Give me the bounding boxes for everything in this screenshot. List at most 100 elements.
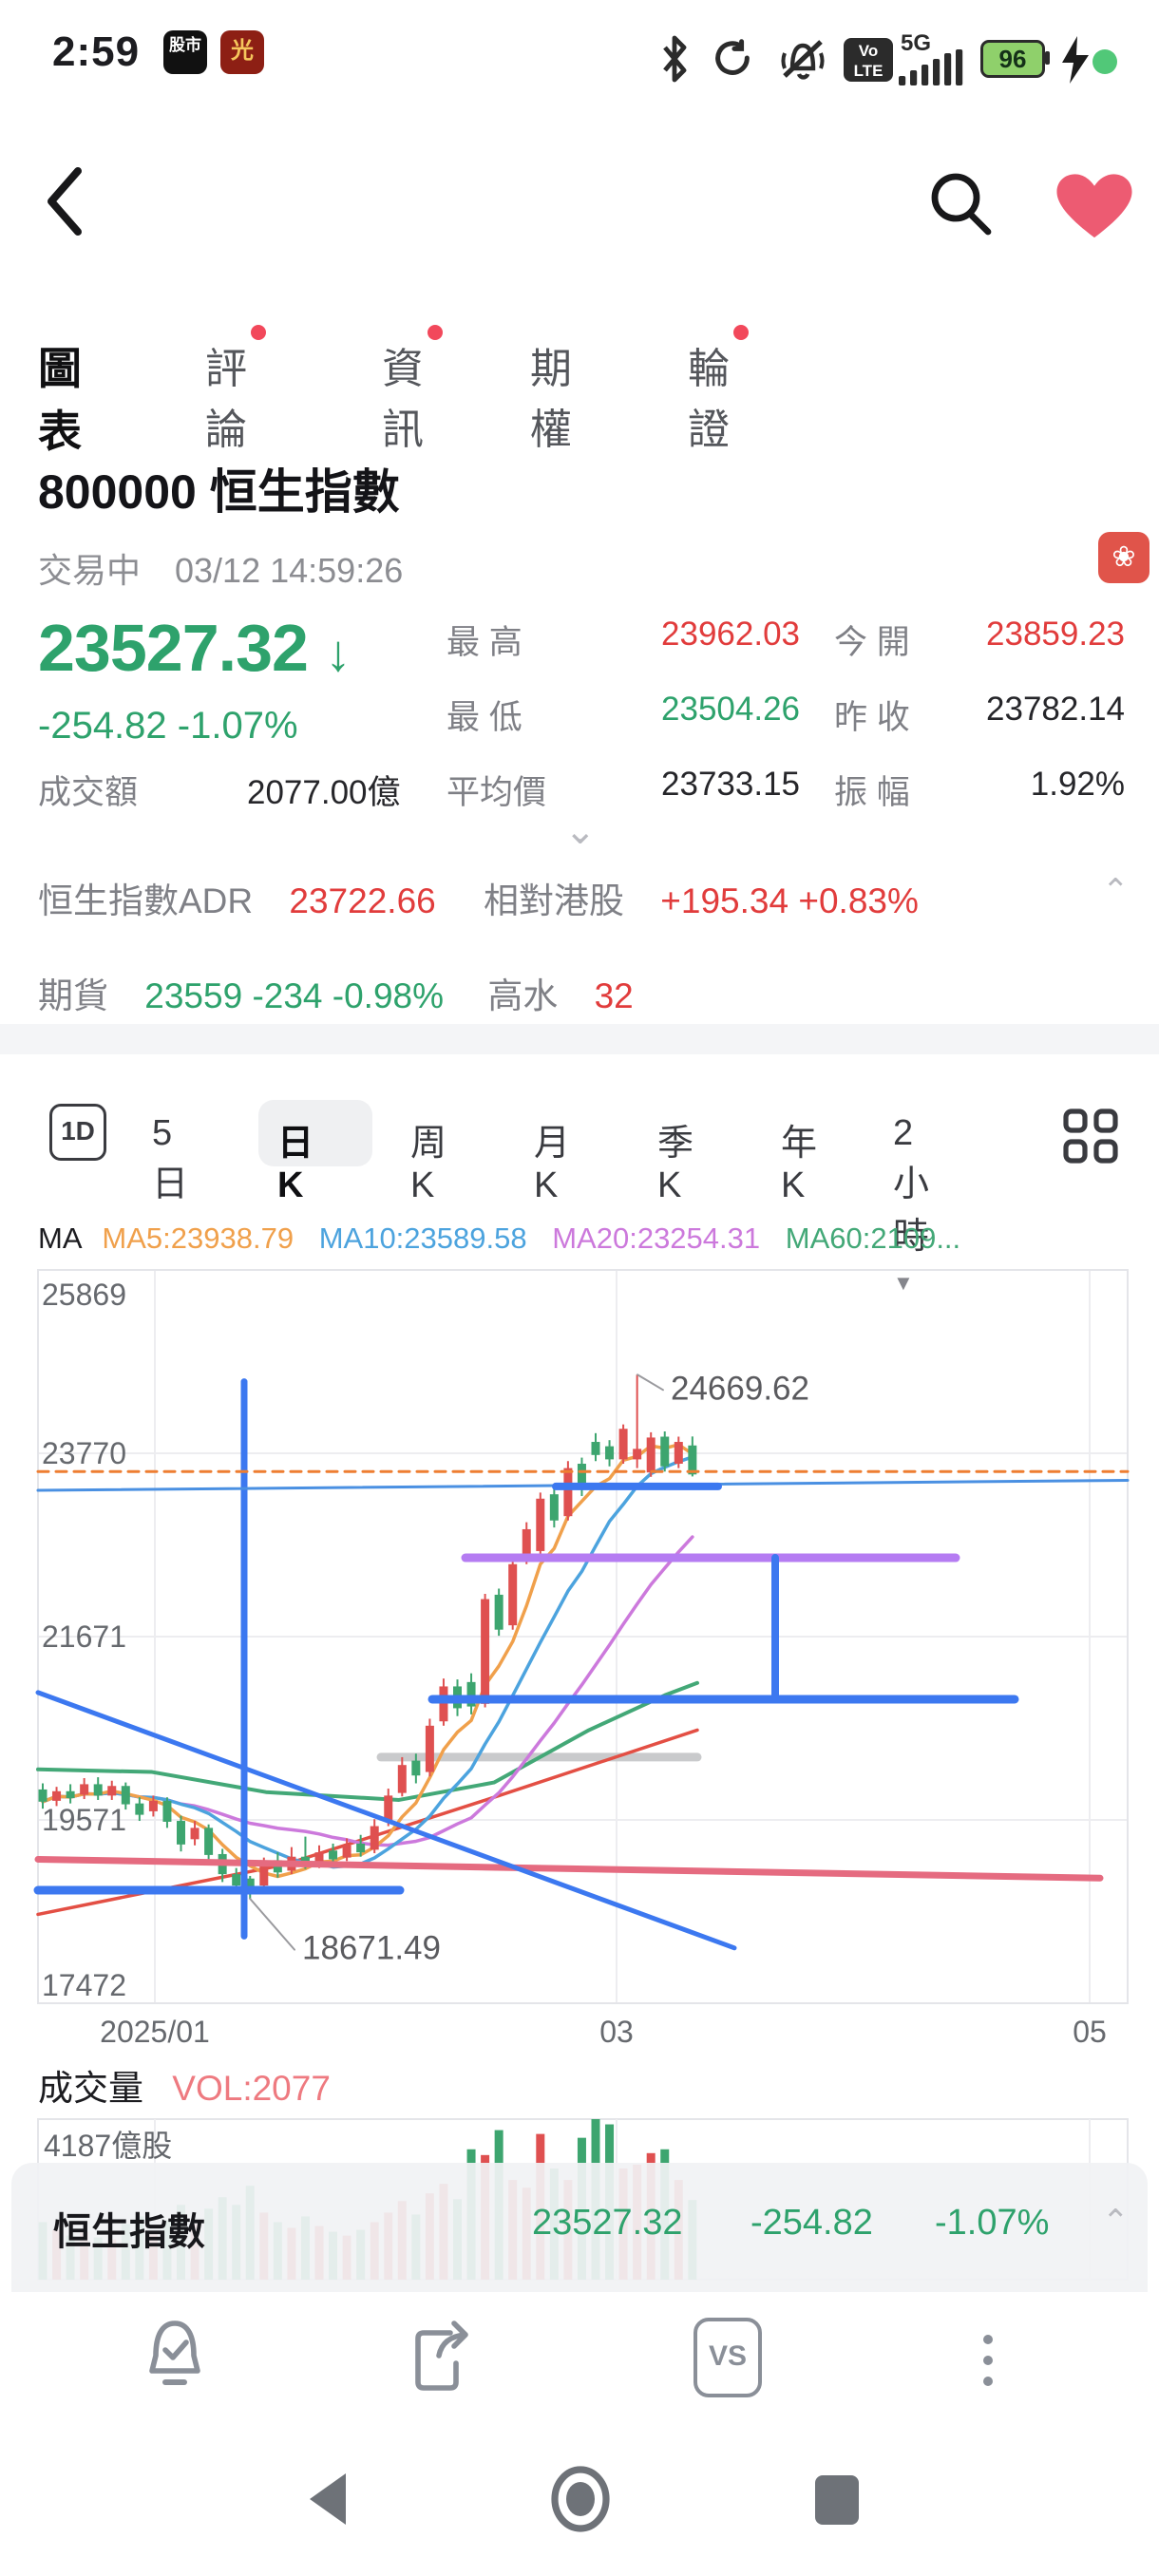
prev-close-label: 昨 收 [834, 699, 910, 736]
price-down-arrow: ↓ [325, 625, 351, 682]
sheet-change: -254.82 [750, 2203, 873, 2243]
bluetooth-icon [663, 35, 687, 83]
tab-comments[interactable]: 評論 [205, 325, 266, 456]
volume-title-row: 成交量 VOL:2077 [38, 2059, 331, 2111]
volte-icon: Vo LTE [844, 38, 893, 82]
notification-dot [251, 325, 266, 340]
price-change: -254.82 -1.07% [38, 705, 298, 747]
period-quarterly-k[interactable]: 季K [657, 1124, 694, 1205]
high-value: 23962.03 [661, 616, 800, 653]
ma-prefix: MA [38, 1222, 81, 1255]
premium-label: 高水 [487, 976, 559, 1015]
securities-app-icon: 光 [220, 30, 264, 74]
signal-bars-icon [899, 49, 963, 85]
turnover-label: 成交額 [38, 774, 139, 811]
svg-text:05: 05 [1073, 2015, 1107, 2049]
tab-options[interactable]: 期權 [530, 346, 572, 453]
svg-text:2025/01: 2025/01 [100, 2015, 210, 2049]
period-daily-k[interactable]: 日K [277, 1124, 314, 1205]
svg-text:03: 03 [599, 2015, 634, 2049]
volume-value-label: VOL:2077 [172, 2069, 331, 2108]
ma10-label: MA10:23589.58 [318, 1222, 527, 1255]
futures-row[interactable]: 期貨 23559 -234 -0.98% 高水 32 [38, 967, 634, 1018]
stock-app-icon: 股市 [163, 30, 207, 74]
expand-quote-chevron[interactable]: ⌄ [564, 810, 597, 852]
avg-value: 23733.15 [661, 766, 800, 803]
search-icon[interactable] [925, 167, 998, 239]
low-label: 最 低 [446, 699, 522, 736]
trading-status: 交易中 03/12 14:59:26 [38, 551, 404, 590]
adr-rel-value: +195.34 +0.83% [660, 881, 919, 920]
favorite-heart-icon[interactable] [1054, 171, 1134, 243]
nav-recents-icon[interactable] [809, 2472, 864, 2529]
ma-legend: MA MA5:23938.79 MA10:23589.58 MA20:23254… [38, 1222, 960, 1256]
period-5d[interactable]: 5日 [152, 1113, 189, 1204]
candlestick-chart[interactable]: 25869 23770 21671 19571 17472 2025/01 03 05 2466… [0, 1263, 1159, 2052]
status-dot-icon [1092, 49, 1117, 74]
sheet-index-name: 恒生指數 [53, 2211, 205, 2253]
open-value: 23859.23 [986, 616, 1125, 653]
sheet-price: 23527.32 [532, 2203, 683, 2243]
svg-text:17472: 17472 [42, 1968, 126, 2002]
tab-chart[interactable]: 圖表 [38, 344, 82, 456]
avg-label: 平均價 [446, 774, 547, 811]
section-divider [0, 1024, 1159, 1054]
notification-dot [733, 325, 749, 340]
adr-rel-label: 相對港股 [484, 881, 625, 920]
svg-text:21671: 21671 [42, 1619, 126, 1654]
svg-text:18671.49: 18671.49 [302, 1930, 441, 1967]
adr-row[interactable]: 恒生指數ADR 23722.66 相對港股 +195.34 +0.83% [38, 872, 919, 923]
mute-bell-icon [781, 40, 825, 80]
period-yearly-k[interactable]: 年K [781, 1124, 818, 1205]
amplitude-value: 1.92% [1030, 766, 1125, 803]
tab-warrants[interactable]: 輪證 [688, 325, 749, 456]
hk-market-badge: ❀ [1098, 532, 1150, 583]
period-monthly-k[interactable]: 月K [534, 1124, 571, 1205]
period-1d[interactable]: 1D [49, 1104, 106, 1161]
sync-icon [715, 39, 750, 75]
svg-text:24669.62: 24669.62 [671, 1370, 809, 1407]
svg-text:4187億股: 4187億股 [44, 2129, 172, 2163]
turnover-value: 2077.00億 [247, 774, 401, 811]
svg-text:19571: 19571 [42, 1803, 126, 1837]
back-icon[interactable] [36, 163, 89, 239]
alert-bell-check-icon[interactable] [141, 2318, 209, 2397]
nav-back-icon[interactable] [300, 2470, 359, 2529]
svg-text:23770: 23770 [42, 1436, 126, 1470]
quote-timestamp: 03/12 14:59:26 [175, 551, 404, 590]
premium-value: 32 [594, 976, 634, 1015]
indicator-grid-icon[interactable] [1062, 1108, 1119, 1165]
ma5-label: MA5:23938.79 [102, 1222, 294, 1255]
svg-text:25869: 25869 [42, 1278, 126, 1312]
compare-vs-icon[interactable]: VS [694, 2318, 762, 2397]
charging-bolt-icon [1062, 36, 1089, 84]
tab-news[interactable]: 資訊 [382, 325, 443, 456]
status-time: 2:59 [52, 28, 141, 75]
battery-icon: 96 [980, 40, 1050, 78]
open-label: 今 開 [834, 624, 910, 661]
period-interval-dropdown[interactable]: 2小時 ▼ [893, 1113, 930, 1295]
network-5g-label: 5G [901, 30, 932, 56]
high-label: 最 高 [446, 624, 522, 661]
stock-title: 800000 恒生指數 [38, 465, 400, 519]
nav-home-icon[interactable] [549, 2466, 612, 2532]
share-icon[interactable] [405, 2318, 477, 2397]
collapse-adr-chevron[interactable]: ⌃ [1102, 873, 1130, 909]
amplitude-label: 振 幅 [834, 774, 910, 811]
active-period-chip [258, 1100, 372, 1166]
chevron-down-icon: ▼ [893, 1271, 914, 1295]
more-kebab-icon[interactable] [983, 2323, 993, 2397]
collapse-sheet-chevron[interactable]: ⌃ [1102, 2204, 1130, 2240]
prev-close-value: 23782.14 [986, 691, 1125, 728]
index-summary-sheet[interactable]: 恒生指數 23527.32 -254.82 -1.07% ⌃ [11, 2163, 1148, 2292]
period-weekly-k[interactable]: 周K [410, 1124, 447, 1205]
futures-label: 期貨 [38, 976, 108, 1015]
sheet-change-pct: -1.07% [935, 2203, 1050, 2243]
last-price: 23527.32 ↓ [38, 611, 351, 685]
volume-title: 成交量 [38, 2069, 143, 2108]
low-value: 23504.26 [661, 691, 800, 728]
ma60-label: MA60:2109... [785, 1222, 961, 1255]
adr-value: 23722.66 [289, 881, 436, 920]
ma20-label: MA20:23254.31 [552, 1222, 761, 1255]
adr-label: 恒生指數ADR [38, 881, 254, 920]
